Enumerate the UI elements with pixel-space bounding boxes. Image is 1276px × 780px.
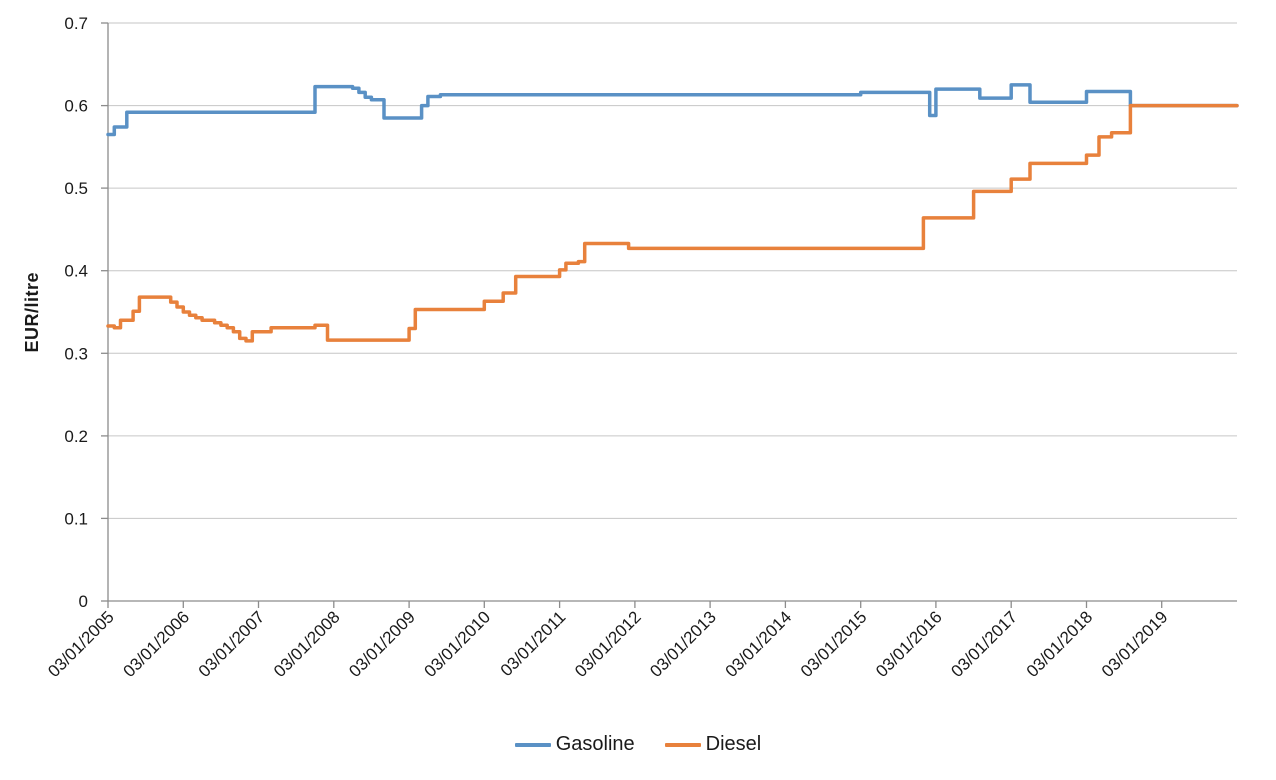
x-tick-label: 03/01/2009 bbox=[345, 607, 419, 681]
series-line-gasoline bbox=[106, 83, 1239, 137]
x-tick-label: 03/01/2014 bbox=[722, 607, 796, 681]
x-tick-label: 03/01/2017 bbox=[947, 607, 1021, 681]
x-tick-label: 03/01/2011 bbox=[497, 607, 570, 680]
y-tick-label: 0.2 bbox=[64, 427, 88, 446]
x-tick-label: 03/01/2019 bbox=[1098, 607, 1172, 681]
y-tick-label: 0.4 bbox=[64, 262, 88, 281]
x-tick-label: 03/01/2015 bbox=[797, 607, 871, 681]
x-tick-label: 03/01/2016 bbox=[872, 607, 946, 681]
series-line-diesel bbox=[106, 103, 1239, 343]
legend-label-gasoline: Gasoline bbox=[555, 733, 635, 755]
y-tick-label: 0.6 bbox=[64, 97, 88, 116]
y-tick-label: 0 bbox=[79, 592, 88, 611]
x-tick-label: 03/01/2007 bbox=[195, 607, 269, 681]
legend-item-gasoline: Gasoline bbox=[514, 733, 635, 756]
y-tick-label: 0.1 bbox=[64, 509, 88, 528]
gasoline-line-swatch-icon bbox=[514, 742, 551, 747]
x-tick-label: 03/01/2005 bbox=[44, 607, 118, 681]
x-tick-label: 03/01/2018 bbox=[1023, 607, 1097, 681]
x-tick-label: 03/01/2013 bbox=[646, 607, 720, 681]
x-tick-label: 03/01/2006 bbox=[120, 607, 194, 681]
x-tick-label: 03/01/2012 bbox=[571, 607, 645, 681]
diesel-line-swatch-icon bbox=[664, 742, 701, 747]
x-tick-label: 03/01/2010 bbox=[421, 607, 495, 681]
legend-label-diesel: Diesel bbox=[705, 733, 762, 755]
legend: Gasoline Diesel bbox=[0, 733, 1276, 756]
y-tick-label: 0.7 bbox=[64, 14, 88, 33]
x-tick-label: 03/01/2008 bbox=[270, 607, 344, 681]
y-tick-label: 0.5 bbox=[64, 179, 88, 198]
legend-item-diesel: Diesel bbox=[664, 733, 762, 756]
y-tick-label: 0.3 bbox=[64, 344, 88, 363]
